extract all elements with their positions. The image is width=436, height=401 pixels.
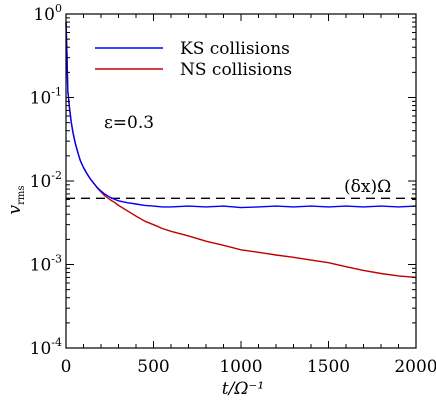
y-tick-label: 10-1	[30, 86, 62, 109]
x-tick-label: 0	[61, 357, 72, 377]
x-axis-label: t/Ω⁻¹	[222, 379, 264, 399]
y-tick-label: 10-3	[30, 253, 62, 276]
legend-label-ks: KS collisions	[180, 39, 290, 59]
axes: 0 500 1000 1500 2000 10-4 10-3 10-2 10-1 100	[30, 2, 436, 377]
legend: KS collisions NS collisions	[95, 39, 292, 80]
y-axis-label-v: v	[5, 205, 25, 215]
x-tick-label: 1000	[219, 357, 262, 377]
legend-label-ns: NS collisions	[180, 60, 292, 80]
reference-line-label: (δx)Ω	[344, 177, 391, 197]
y-tick-label: 100	[33, 2, 62, 25]
epsilon-annotation: ε=0.3	[104, 113, 154, 133]
y-axis-label: vrms	[5, 185, 27, 214]
x-tick-label: 2000	[394, 357, 436, 377]
series-line-ks	[65, 22, 417, 209]
x-tick-label: 1500	[307, 357, 350, 377]
y-tick-label: 10-4	[30, 336, 62, 359]
plot-area	[65, 22, 417, 279]
y-tick-label: 10-2	[30, 169, 62, 192]
y-axis-label-sub: rms	[16, 185, 27, 204]
x-tick-label: 500	[137, 357, 169, 377]
